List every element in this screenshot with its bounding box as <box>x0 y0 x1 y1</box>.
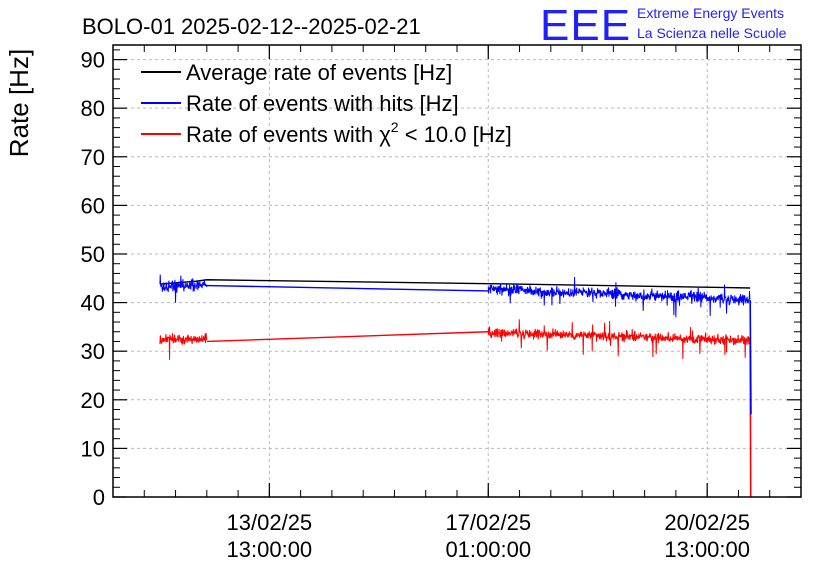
x-tick-time: 13:00:00 <box>227 537 313 562</box>
y-tick-label: 40 <box>81 291 105 316</box>
legend-chi2-suffix: < 10.0 [Hz] <box>399 122 512 147</box>
x-tick-date: 20/02/25 <box>664 510 750 535</box>
x-tick-date: 17/02/25 <box>445 510 531 535</box>
eee-logo-line1: Extreme Energy Events <box>637 5 784 21</box>
chart-title: BOLO-01 2025-02-12--2025-02-21 <box>82 14 421 39</box>
eee-logo: EEE Extreme Energy Events La Scienza nel… <box>540 1 787 50</box>
series-hits-segment-1 <box>487 276 751 318</box>
y-tick-label: 90 <box>81 48 105 73</box>
legend-label-average: Average rate of events [Hz] <box>186 60 452 85</box>
grid-lines <box>113 45 801 497</box>
y-tick-label: 20 <box>81 388 105 413</box>
legend-chi2-prefix: Rate of events with <box>186 122 379 147</box>
y-tick-label: 0 <box>93 485 105 510</box>
y-tick-label: 10 <box>81 436 105 461</box>
legend-chi2-symbol: χ <box>379 122 391 147</box>
x-tick-time: 13:00:00 <box>664 537 750 562</box>
series-chi2-segment-0 <box>159 333 208 360</box>
series-hits-drop <box>749 300 752 415</box>
y-tick-label: 80 <box>81 96 105 121</box>
y-tick-label: 50 <box>81 242 105 267</box>
series-hits-connector <box>206 284 489 292</box>
eee-logo-line2: La Scienza nelle Scuole <box>637 25 787 41</box>
legend-label-hits: Rate of events with hits [Hz] <box>186 91 459 116</box>
legend-chi2-superscript: 2 <box>391 119 399 135</box>
series-average-line <box>159 279 751 289</box>
y-tick-label: 70 <box>81 145 105 170</box>
series-layer <box>159 274 752 498</box>
legend: Average rate of events [Hz] Rate of even… <box>141 60 512 147</box>
series-hits-segment-0 <box>159 274 208 303</box>
eee-logo-mark: EEE <box>540 1 631 50</box>
y-tick-label: 60 <box>81 193 105 218</box>
x-tick-date: 13/02/25 <box>227 510 313 535</box>
series-chi2-connector <box>206 331 489 343</box>
legend-label-chi2: Rate of events with χ2 < 10.0 [Hz] <box>186 119 512 147</box>
y-axis-label: Rate [Hz] <box>4 49 34 157</box>
x-tick-time: 01:00:00 <box>445 537 531 562</box>
y-tick-label: 30 <box>81 339 105 364</box>
axes: 010203040506070809013/02/2513:00:0017/02… <box>81 45 801 562</box>
series-chi2-segment-1 <box>487 319 751 360</box>
